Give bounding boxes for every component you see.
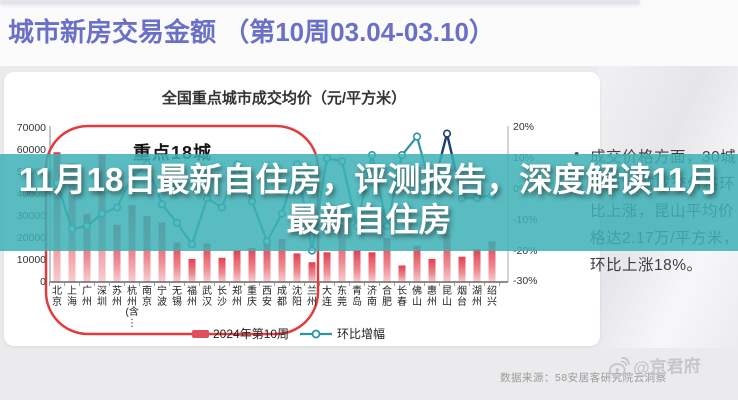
city-label: 佛山 (412, 286, 422, 308)
overlay-title-line2: 最新自住房 (286, 201, 452, 238)
city-label: 深圳 (97, 286, 107, 308)
city-label: 成都 (277, 286, 287, 308)
city-label: 沈阳 (292, 286, 302, 308)
city-label: 杭州(含⋮ (125, 286, 139, 329)
city-label: 惠州 (427, 286, 437, 308)
city-label: 东莞 (337, 286, 347, 308)
city-label: 合肥 (382, 286, 392, 308)
bar-legend-swatch (192, 329, 209, 338)
watermark: @京君府 (608, 351, 701, 379)
city-label: 绍兴 (487, 286, 497, 308)
right-axis-tick: -30% (513, 275, 538, 288)
header-strip (0, 0, 738, 66)
city-label: 大连 (322, 286, 332, 308)
city-label: 重庆 (247, 286, 257, 308)
city-label: 宁波 (157, 286, 167, 308)
insight-line: 环比上涨18%。 (590, 257, 703, 274)
legend-item-bar: 2024年第10周 (192, 325, 289, 342)
page-title: 城市新房交易金额 （第10周03.04-03.10） (8, 17, 495, 47)
city-label: 广州 (82, 286, 92, 308)
legend-marker (311, 329, 321, 338)
city-label: 长春 (397, 286, 407, 308)
city-label: 青岛 (352, 286, 362, 308)
city-label: 湖州 (472, 286, 482, 308)
legend-label: 环比增幅 (337, 327, 386, 341)
top-edge-smudge (0, 0, 640, 7)
city-label: 苏州 (112, 286, 122, 308)
left-axis-tick: 10000 (16, 254, 46, 266)
city-label: 烟台 (457, 286, 467, 308)
watermark-text: @京君府 (632, 356, 701, 378)
city-label: 北京 (52, 286, 62, 308)
overlay-title-line1: 11月18日最新自住房，评测报告，深度解读11月 (18, 161, 720, 198)
city-label: 无锡 (172, 286, 182, 308)
right-axis-tick: 20% (513, 121, 535, 134)
city-label: 西安 (262, 286, 272, 308)
city-label: 上海 (67, 286, 77, 308)
left-axis-tick: 70000 (16, 122, 46, 134)
data-source-note: 数据来源：58安居客研究院云洞察 (500, 372, 667, 384)
line-legend-swatch (300, 329, 333, 338)
city-label: 郑州 (232, 286, 242, 308)
city-label: 南京 (142, 286, 152, 308)
city-label: 长沙 (217, 286, 227, 308)
city-label: 昆山 (442, 286, 452, 308)
chart-legend: 2024年第10周 环比增幅 (192, 325, 385, 342)
city-label: 济南 (367, 286, 377, 308)
left-axis-tick: 0 (40, 276, 46, 288)
city-label: 兰州 (307, 286, 317, 308)
overlay-title: 11月18日最新自住房，评测报告，深度解读11月 最新自住房 (0, 160, 738, 240)
city-label: 福州 (187, 286, 197, 308)
left-axis-tick: 60000 (16, 144, 46, 156)
city-label: 武汉 (202, 286, 212, 308)
chart-title: 全国重点城市成交均价（元/平方米） (161, 90, 407, 107)
legend-item-line: 环比增幅 (299, 325, 385, 342)
legend-label: 2024年第10周 (213, 327, 290, 341)
weibo-icon (609, 356, 630, 377)
